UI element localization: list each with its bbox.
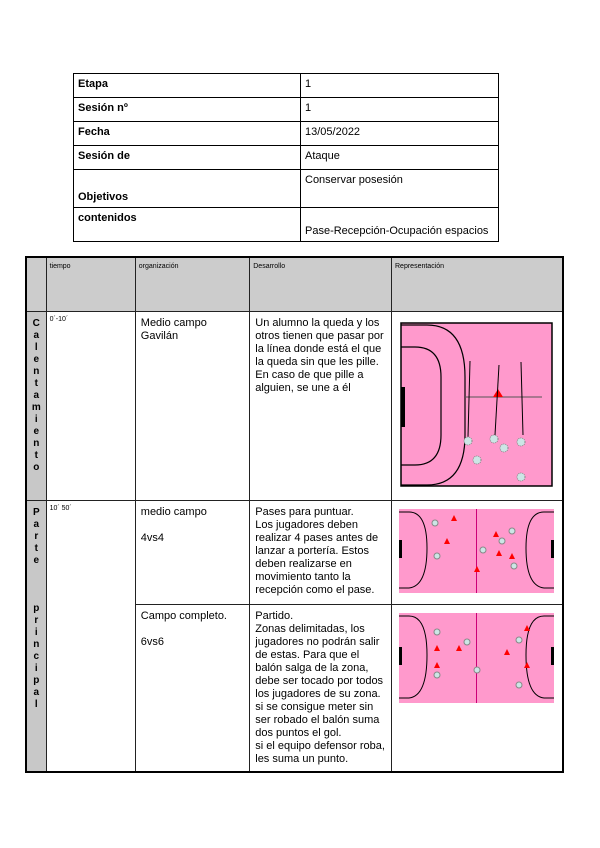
player-icon [473, 666, 481, 674]
player-icon [431, 519, 439, 527]
desarrollo-2: Pases para puntuar. Los jugadores deben … [249, 500, 392, 605]
header-desarrollo: Desarrollo [249, 256, 392, 312]
organizacion-3: Campo completo. 6vs6 [134, 604, 251, 773]
header-tiempo: tiempo [45, 256, 136, 312]
diagram-2 [391, 500, 564, 605]
cone-icon [493, 389, 503, 397]
cone-icon [504, 649, 510, 655]
player-icon [515, 636, 523, 644]
cone-icon [496, 550, 502, 556]
label-objetivos: Objetivos [73, 169, 301, 208]
value-fecha: 13/05/2022 [300, 121, 499, 146]
cone-icon [456, 645, 462, 651]
desarrollo-3: Partido. Zonas delimitadas, los jugadore… [249, 604, 392, 773]
cone-icon [493, 531, 499, 537]
full-court-diagram-4vs4 [399, 509, 554, 593]
cone-icon [434, 645, 440, 651]
player-icon [515, 681, 523, 689]
cone-icon [524, 662, 530, 668]
label-fecha: Fecha [73, 121, 301, 146]
cone-icon [451, 515, 457, 521]
cone-icon [434, 662, 440, 668]
full-court-diagram-6vs6 [399, 613, 554, 703]
organizacion-2: medio campo 4vs4 [134, 500, 251, 605]
label-sesion-de: Sesión de [73, 145, 301, 170]
cone-icon [509, 553, 515, 559]
player-icon [479, 546, 487, 554]
player-icon [498, 537, 506, 545]
value-contenidos: Pase-Recepción-Ocupación espacios [300, 207, 499, 242]
player-icon [508, 527, 516, 535]
player-icon [463, 638, 471, 646]
value-sesion-de: Ataque [300, 145, 499, 170]
label-contenidos: contenidos [73, 207, 301, 242]
label-sesion: Sesión nº [73, 97, 301, 122]
player-icon [433, 671, 441, 679]
diagram-3 [391, 604, 564, 773]
header-representacion: Representación [391, 256, 564, 312]
value-sesion: 1 [300, 97, 499, 122]
tiempo-calentamiento: 0´-10´ [45, 311, 136, 501]
label-etapa: Etapa [73, 73, 301, 98]
organizacion-1: Medio campo Gavilán [134, 311, 251, 501]
cone-icon [524, 625, 530, 631]
desarrollo-1: Un alumno la queda y los otros tienen qu… [249, 311, 392, 501]
header-blank [25, 256, 47, 312]
value-objetivos: Conservar posesión [300, 169, 499, 208]
player-icon [433, 552, 441, 560]
cone-icon [444, 538, 450, 544]
session-plan-table: tiempo organización Desarrollo Represent… [25, 256, 564, 773]
session-info-table: Etapa 1 Sesión nº 1 Fecha 13/05/2022 Sesión… [73, 73, 499, 242]
half-court-diagram [400, 322, 553, 487]
value-etapa: 1 [300, 73, 499, 98]
player-icon [433, 628, 441, 636]
header-organizacion: organización [134, 256, 251, 312]
player-icon [510, 562, 518, 570]
diagram-1 [391, 311, 564, 501]
tiempo-parte-principal: 10´ 50´ [45, 500, 136, 773]
cone-icon [474, 566, 480, 572]
